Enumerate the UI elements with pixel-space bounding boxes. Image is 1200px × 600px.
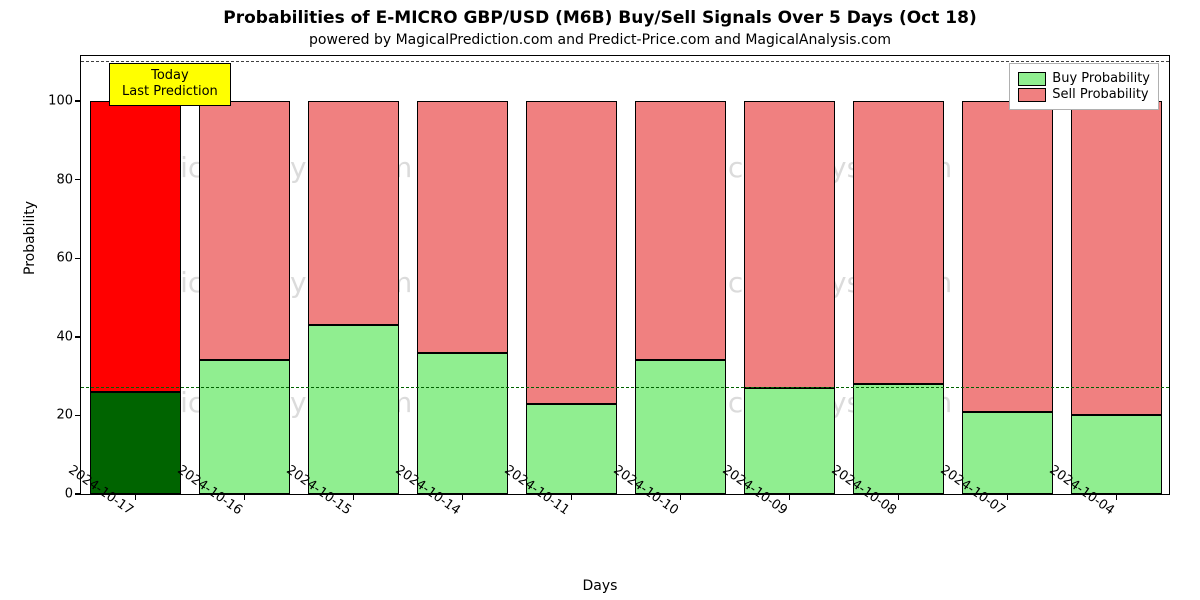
ytick-label: 20 [56,408,73,423]
ytick-label: 40 [56,329,73,344]
y-axis-label: Probability [22,201,38,275]
bar-buy [417,353,509,494]
legend-row-sell: Sell Probability [1018,87,1150,102]
xtick-mark [462,494,464,500]
bar-sell [1071,101,1163,415]
xtick-mark [680,494,682,500]
xtick-mark [571,494,573,500]
ytick-mark [75,336,81,338]
ytick-label: 0 [65,487,73,502]
reference-line [81,387,1169,388]
ytick-mark [75,415,81,417]
annotation-line1: Today [122,68,218,84]
xtick-mark [135,494,137,500]
bar-sell [635,101,727,360]
ytick-mark [75,179,81,181]
bar-buy [744,388,836,494]
ytick-mark [75,258,81,260]
bar-sell [308,101,400,325]
ytick-label: 80 [56,172,73,187]
xtick-mark [1007,494,1009,500]
ytick-mark [75,100,81,102]
xtick-mark [353,494,355,500]
bar-sell [417,101,509,352]
bar-buy [962,412,1054,495]
chart-subtitle: powered by MagicalPrediction.com and Pre… [0,32,1200,48]
ytick-label: 60 [56,251,73,266]
bar-sell [853,101,945,384]
legend-swatch-sell [1018,88,1046,102]
xtick-mark [244,494,246,500]
bar-buy [199,360,291,494]
legend-label-sell: Sell Probability [1052,87,1148,102]
bar-sell [90,101,182,392]
xtick-mark [789,494,791,500]
legend-label-buy: Buy Probability [1052,71,1150,86]
legend-row-buy: Buy Probability [1018,71,1150,86]
chart-container: Probabilities of E-MICRO GBP/USD (M6B) B… [0,0,1200,600]
bar-buy [308,325,400,494]
plot-area: 020406080100MagicalAnalysis.comMagicalAn… [80,55,1170,495]
bar-buy [526,404,618,494]
today-annotation: TodayLast Prediction [109,63,231,106]
reference-line [81,61,1169,62]
ytick-label: 100 [48,94,73,109]
bar-buy [90,392,182,494]
bar-sell [744,101,836,388]
ytick-mark [75,493,81,495]
chart-title: Probabilities of E-MICRO GBP/USD (M6B) B… [0,8,1200,28]
legend: Buy ProbabilitySell Probability [1009,63,1159,110]
xtick-mark [1116,494,1118,500]
bar-sell [962,101,1054,411]
bar-buy [853,384,945,494]
x-axis-label: Days [0,578,1200,594]
bar-buy [635,360,727,494]
xtick-mark [898,494,900,500]
bar-sell [199,101,291,360]
legend-swatch-buy [1018,72,1046,86]
bar-sell [526,101,618,404]
annotation-line2: Last Prediction [122,84,218,100]
